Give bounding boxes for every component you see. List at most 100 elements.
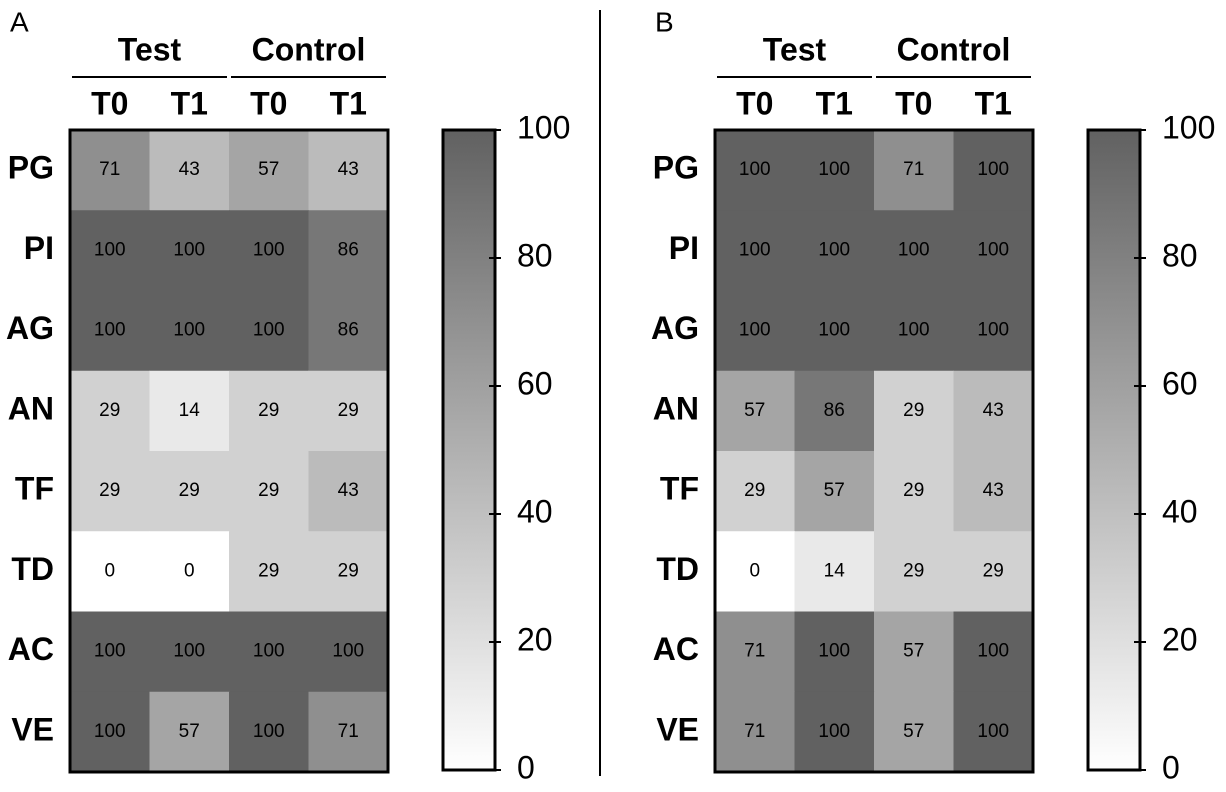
- heatmap-cell: [715, 370, 795, 452]
- heatmap-cell: [715, 691, 795, 773]
- y-tick-label: TD: [11, 551, 54, 587]
- cell-label: 100: [253, 239, 285, 260]
- cell-label: 100: [898, 320, 930, 341]
- colorbar: [1086, 128, 1142, 772]
- heatmap-cell: [70, 210, 150, 291]
- cell-label: 29: [179, 480, 200, 501]
- heatmap-cell: [229, 691, 309, 773]
- heatmap-cell: [794, 370, 875, 452]
- heatmap-cell: [308, 531, 389, 612]
- cell-label: 57: [824, 480, 845, 501]
- cell-label: 100: [253, 641, 285, 662]
- heatmap-cell: [715, 531, 795, 612]
- cell-label: 100: [818, 721, 850, 742]
- heatmap-cell: [149, 531, 230, 612]
- heatmap-cell: [874, 370, 954, 452]
- y-tick-label: AC: [653, 631, 699, 667]
- cell-label: 86: [338, 320, 359, 341]
- cell-label: 29: [99, 480, 120, 501]
- y-tick-label: TF: [15, 471, 54, 507]
- cell-label: 29: [258, 480, 279, 501]
- heatmap-cell: [149, 290, 230, 372]
- cell-label: 29: [338, 400, 359, 421]
- y-tick-label: PG: [8, 150, 54, 186]
- heatmap-cell: [953, 370, 1034, 452]
- cell-label: 100: [94, 641, 126, 662]
- cell-label: 14: [824, 560, 846, 581]
- panel-label: B: [655, 6, 674, 37]
- heatmap-cell: [874, 210, 954, 291]
- cell-label: 100: [94, 721, 126, 742]
- cell-label: 100: [818, 320, 850, 341]
- y-tick-label: PG: [653, 150, 699, 186]
- y-tick-label: TD: [656, 551, 699, 587]
- heatmap-cell: [794, 290, 875, 372]
- heatmap-cell: [308, 290, 389, 372]
- cell-label: 100: [977, 721, 1009, 742]
- cell-label: 100: [818, 641, 850, 662]
- cell-label: 29: [903, 480, 924, 501]
- cell-label: 0: [749, 560, 760, 581]
- x-tick-label: T0: [91, 85, 128, 121]
- y-tick-label: TF: [660, 471, 699, 507]
- cell-label: 100: [818, 159, 850, 180]
- cell-label: 71: [744, 641, 765, 662]
- heatmap-cell: [70, 130, 150, 211]
- colorbar-tick-label: 60: [517, 365, 553, 401]
- heatmap-cell: [70, 611, 150, 693]
- cell-label: 100: [253, 721, 285, 742]
- heatmap-cell: [794, 531, 875, 612]
- cell-label: 71: [99, 159, 120, 180]
- heatmap-cell: [874, 290, 954, 372]
- cell-label: 100: [977, 159, 1009, 180]
- heatmap-cell: [953, 691, 1034, 773]
- colorbar: [441, 128, 497, 772]
- cell-label: 86: [338, 239, 359, 260]
- heatmap-cell: [874, 130, 954, 211]
- x-tick-label: T1: [171, 85, 208, 121]
- group-label: Control: [252, 31, 366, 67]
- cell-label: 29: [903, 560, 924, 581]
- cell-label: 29: [258, 400, 279, 421]
- heatmap-cell: [308, 210, 389, 291]
- group-label: Test: [763, 31, 827, 67]
- heatmap-cell: [953, 210, 1034, 291]
- cell-label: 0: [104, 560, 115, 581]
- heatmap-cell: [794, 451, 875, 532]
- x-tick-label: T1: [975, 85, 1012, 121]
- cell-label: 100: [173, 320, 205, 341]
- heatmap-cell: [715, 210, 795, 291]
- cell-label: 57: [179, 721, 200, 742]
- cell-label: 57: [903, 641, 924, 662]
- heatmap-cell: [874, 611, 954, 693]
- heatmap-cell: [874, 531, 954, 612]
- y-tick-label: PI: [669, 230, 699, 266]
- cell-label: 14: [179, 400, 201, 421]
- heatmap-cell: [149, 130, 230, 211]
- heatmap-cell: [794, 210, 875, 291]
- heatmap-cell: [715, 290, 795, 372]
- colorbar-tick-label: 60: [1162, 365, 1198, 401]
- heatmap-cell: [794, 130, 875, 211]
- cell-label: 29: [258, 560, 279, 581]
- colorbar-tick-label: 20: [517, 621, 553, 657]
- y-tick-label: AG: [6, 310, 54, 346]
- cell-label: 100: [739, 159, 771, 180]
- cell-label: 57: [744, 400, 765, 421]
- heatmap-cell: [229, 370, 309, 452]
- x-tick-label: T1: [816, 85, 853, 121]
- cell-label: 100: [173, 641, 205, 662]
- heatmap-cell: [953, 451, 1034, 532]
- cell-label: 100: [739, 239, 771, 260]
- y-tick-label: AN: [8, 390, 54, 426]
- cell-label: 29: [99, 400, 120, 421]
- cell-label: 29: [338, 560, 359, 581]
- heatmap-cell: [794, 691, 875, 773]
- colorbar-tick-label: 100: [517, 109, 570, 145]
- heatmap-cell: [70, 290, 150, 372]
- cell-label: 43: [983, 480, 1004, 501]
- cell-label: 43: [338, 159, 359, 180]
- cell-label: 100: [977, 239, 1009, 260]
- y-tick-label: PI: [24, 230, 54, 266]
